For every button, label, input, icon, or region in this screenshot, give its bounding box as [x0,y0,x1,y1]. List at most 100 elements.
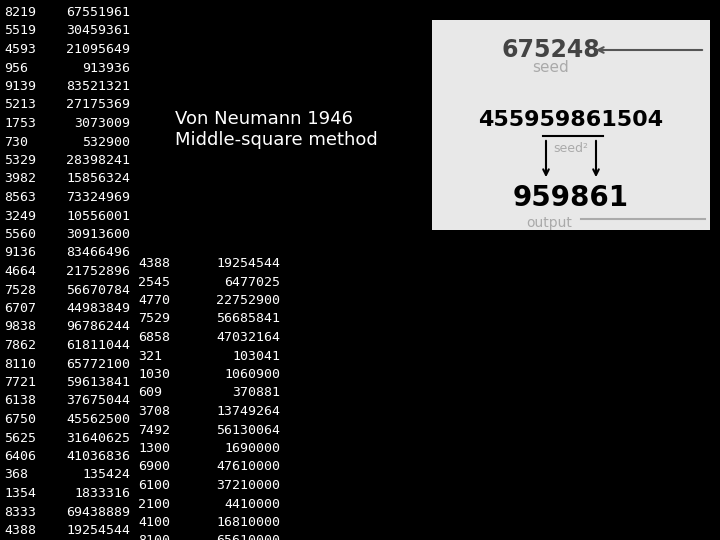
Text: 730: 730 [4,136,28,148]
Text: 6858: 6858 [138,331,170,344]
Text: 675248: 675248 [502,38,600,62]
Text: output becomes next seed: output becomes next seed [712,64,720,186]
Text: 959861: 959861 [513,184,629,212]
Text: 103041: 103041 [232,349,280,362]
Text: 3708: 3708 [138,405,170,418]
Text: seed²: seed² [554,142,588,155]
Text: 65772100: 65772100 [66,357,130,370]
Text: 7529: 7529 [138,313,170,326]
Text: 1753: 1753 [4,117,36,130]
Text: 3982: 3982 [4,172,36,186]
Text: 56130064: 56130064 [216,423,280,436]
Text: seed: seed [533,60,570,75]
Text: 4100: 4100 [138,516,170,529]
Text: 9139: 9139 [4,80,36,93]
Text: 8563: 8563 [4,191,36,204]
Text: 22752900: 22752900 [216,294,280,307]
Text: 21752896: 21752896 [66,265,130,278]
Text: 1030: 1030 [138,368,170,381]
Text: 8100: 8100 [138,535,170,540]
Text: 4770: 4770 [138,294,170,307]
Text: 7721: 7721 [4,376,36,389]
Text: 5625: 5625 [4,431,36,444]
Text: 609: 609 [138,387,162,400]
Text: 37210000: 37210000 [216,479,280,492]
Text: 67551961: 67551961 [66,6,130,19]
Text: 4388: 4388 [138,257,170,270]
Text: 6138: 6138 [4,395,36,408]
Text: 9838: 9838 [4,321,36,334]
Text: 73324969: 73324969 [66,191,130,204]
Text: 37675044: 37675044 [66,395,130,408]
Text: 2100: 2100 [138,497,170,510]
Text: 16810000: 16810000 [216,516,280,529]
Text: 15856324: 15856324 [66,172,130,186]
Text: 1833316: 1833316 [74,487,130,500]
Text: 5213: 5213 [4,98,36,111]
Bar [432,20,710,230]
Text: 45562500: 45562500 [66,413,130,426]
Text: 13749264: 13749264 [216,405,280,418]
Text: 31640625: 31640625 [66,431,130,444]
Text: 6707: 6707 [4,302,36,315]
Text: 9136: 9136 [4,246,36,260]
Text: 30913600: 30913600 [66,228,130,241]
Text: 455959861504: 455959861504 [478,110,664,130]
Text: 6900: 6900 [138,461,170,474]
Text: 956: 956 [4,62,28,75]
Text: 3249: 3249 [4,210,36,222]
Text: 28398241: 28398241 [66,154,130,167]
Text: 65610000: 65610000 [216,535,280,540]
Text: 532900: 532900 [82,136,130,148]
Text: 368: 368 [4,469,28,482]
Text: 913936: 913936 [82,62,130,75]
Text: 2545: 2545 [138,275,170,288]
Text: 21095649: 21095649 [66,43,130,56]
Text: 56685841: 56685841 [216,313,280,326]
Text: 83521321: 83521321 [66,80,130,93]
Text: 30459361: 30459361 [66,24,130,37]
Text: 321: 321 [138,349,162,362]
Text: 10556001: 10556001 [66,210,130,222]
Text: Von Neumann 1946
Middle-square method: Von Neumann 1946 Middle-square method [175,110,378,149]
Text: 1354: 1354 [4,487,36,500]
Text: 8333: 8333 [4,505,36,518]
Text: 7862: 7862 [4,339,36,352]
Text: 4388: 4388 [4,524,36,537]
Text: 69438889: 69438889 [66,505,130,518]
Text: 19254544: 19254544 [216,257,280,270]
Text: 7528: 7528 [4,284,36,296]
Text: output: output [526,216,572,230]
Text: 7492: 7492 [138,423,170,436]
Text: 4410000: 4410000 [224,497,280,510]
Text: What number with all its 4 non-zero digits repeats
itself?
What number with all : What number with all its 4 non-zero digi… [295,270,720,337]
Text: 5519: 5519 [4,24,36,37]
Text: 4593: 4593 [4,43,36,56]
Text: 41036836: 41036836 [66,450,130,463]
Text: 6100: 6100 [138,479,170,492]
Text: 4664: 4664 [4,265,36,278]
Text: 6406: 6406 [4,450,36,463]
Text: 47610000: 47610000 [216,461,280,474]
Text: 5329: 5329 [4,154,36,167]
Text: 27175369: 27175369 [66,98,130,111]
Text: 96786244: 96786244 [66,321,130,334]
Text: 47032164: 47032164 [216,331,280,344]
Text: 61811044: 61811044 [66,339,130,352]
Text: 1060900: 1060900 [224,368,280,381]
Text: 83466496: 83466496 [66,246,130,260]
Text: 56670784: 56670784 [66,284,130,296]
Text: 1690000: 1690000 [224,442,280,455]
Text: 59613841: 59613841 [66,376,130,389]
Text: 44983849: 44983849 [66,302,130,315]
Text: 8110: 8110 [4,357,36,370]
Text: 6477025: 6477025 [224,275,280,288]
Text: 8219: 8219 [4,6,36,19]
Text: 1300: 1300 [138,442,170,455]
Text: 370881: 370881 [232,387,280,400]
Text: 135424: 135424 [82,469,130,482]
Text: 5560: 5560 [4,228,36,241]
Text: 6750: 6750 [4,413,36,426]
Text: 3073009: 3073009 [74,117,130,130]
Text: 19254544: 19254544 [66,524,130,537]
